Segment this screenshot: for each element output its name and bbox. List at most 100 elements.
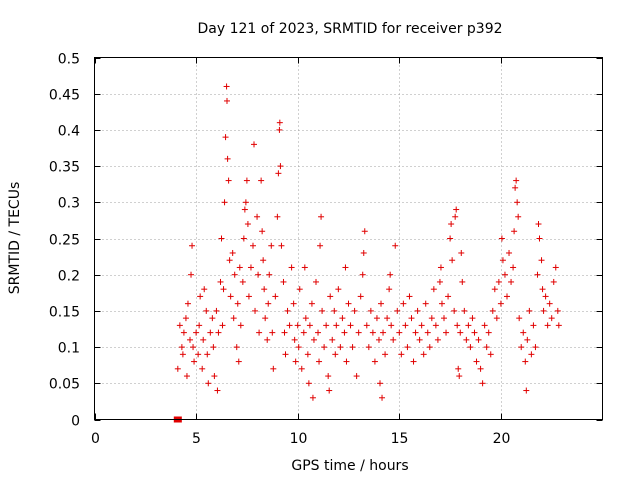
data-point [180,329,187,336]
data-point [414,307,421,314]
data-point [497,300,504,307]
data-point [316,358,323,365]
data-point [326,387,333,394]
data-point [448,221,455,228]
data-point [398,351,405,358]
data-point [512,184,519,191]
data-point [454,322,461,329]
data-point [349,344,356,351]
data-point [379,394,386,401]
y-tick-label: 0.45 [49,88,80,104]
x-axis-label: GPS time / hours [291,458,408,474]
data-point [243,177,250,184]
y-axis-label: SRMTID / TECUs [7,182,23,295]
data-point [236,264,243,271]
data-point [493,315,500,322]
y-tick-label: 0.5 [58,52,80,68]
data-point [426,344,433,351]
data-point [241,206,248,213]
x-tick-label: 15 [391,431,409,447]
data-point [456,373,463,380]
data-point [296,286,303,293]
data-point [229,249,236,256]
data-point [516,315,523,322]
data-point [335,286,342,293]
grid [94,57,603,420]
data-point [188,271,195,278]
data-point [205,380,212,387]
data-point [234,300,241,307]
data-point [231,271,238,278]
data-point [272,293,279,300]
data-point [282,351,289,358]
data-point [552,264,559,271]
data-point [540,307,547,314]
data-point [373,315,380,322]
data-point [255,271,262,278]
data-point [489,307,496,314]
data-point [288,264,295,271]
data-point [310,336,317,343]
data-point [503,293,510,300]
data-point [195,351,202,358]
data-point [269,329,276,336]
data-point [451,307,458,314]
x-tick-label: 20 [493,431,511,447]
data-point [268,242,275,249]
data-point [217,278,224,285]
data-point [477,365,484,372]
data-point [204,351,211,358]
y-tick-label: 0.05 [49,377,80,393]
data-point [548,315,555,322]
data-point [295,344,302,351]
data-point [371,358,378,365]
data-point [281,329,288,336]
data-point [400,300,407,307]
data-point [437,264,444,271]
data-point [420,351,427,358]
data-point [522,358,529,365]
data-point [485,329,492,336]
data-point [459,278,466,285]
data-point [345,300,352,307]
y-tick-label: 0.3 [58,196,80,212]
data-point [430,286,437,293]
data-point [343,358,350,365]
data-point [275,170,282,177]
data-point [402,322,409,329]
data-point [498,235,505,242]
data-point [249,242,256,249]
data-point [256,329,263,336]
data-point [441,315,448,322]
data-point [292,358,299,365]
data-point [353,373,360,380]
data-point [312,278,319,285]
data-point [412,329,419,336]
data-point [315,329,322,336]
data-point [432,322,439,329]
data-point [304,351,311,358]
data-point [375,336,382,343]
x-tick-labels: 0 5 10 15 20 [91,431,510,447]
data-point [280,278,287,285]
data-point [510,264,517,271]
data-point [187,336,194,343]
data-point [471,329,478,336]
data-point [262,315,269,322]
data-point [277,163,284,170]
data-point [360,249,367,256]
data-point [190,344,197,351]
data-points [173,83,562,423]
data-point [233,344,240,351]
data-point [487,351,494,358]
data-point [301,264,308,271]
data-point [266,271,273,278]
data-point [341,329,348,336]
data-point [394,307,401,314]
data-point [251,141,258,148]
data-point [434,336,441,343]
data-point [479,380,486,387]
data-point [422,300,429,307]
data-point [226,257,233,264]
